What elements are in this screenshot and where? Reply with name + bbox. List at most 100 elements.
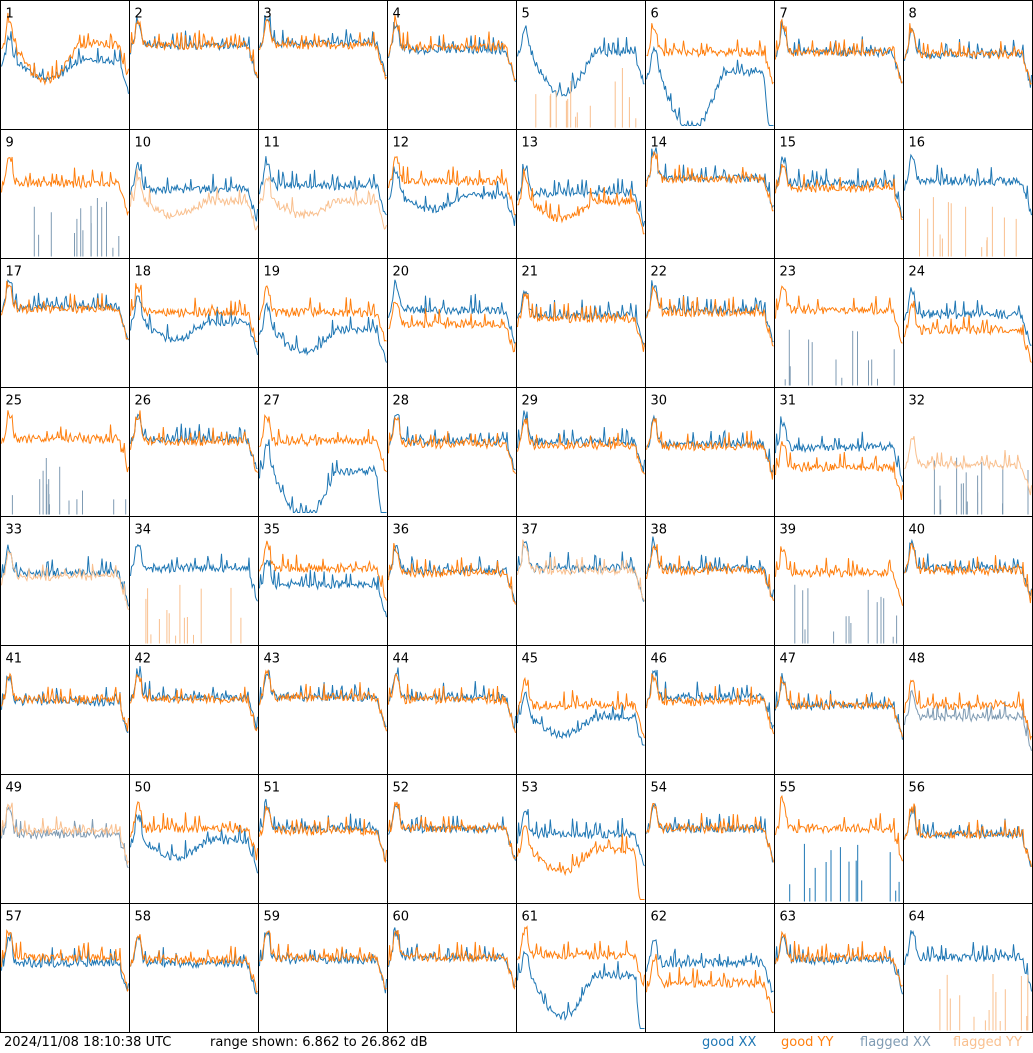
panel-label: 12 [393, 136, 410, 151]
series-yy-line [646, 953, 774, 1014]
series-yy-line [517, 825, 645, 900]
panel-label: 29 [522, 394, 539, 409]
panel-label: 5 [522, 7, 530, 22]
series-xx-line [904, 930, 1032, 992]
series-xx-line [388, 413, 516, 471]
panel-52: 52 [387, 774, 517, 904]
panel-2: 2 [129, 0, 259, 130]
panel-border [774, 0, 904, 130]
series-xx-line [130, 813, 258, 874]
series-yy-line [1, 929, 129, 993]
panel-label: 36 [393, 523, 410, 538]
panel-label: 60 [393, 910, 410, 925]
panel-label: 64 [909, 910, 926, 925]
series-yy-line [1, 156, 129, 217]
panel-63: 63 [774, 903, 904, 1033]
range-text: range shown: 6.862 to 26.862 dB [210, 1035, 428, 1050]
series-yy-line [646, 544, 774, 601]
panel-45: 45 [516, 645, 646, 775]
panel-label: 51 [264, 781, 281, 796]
footer-bar: 2024/11/08 18:10:38 UTC range shown: 6.8… [0, 1033, 1033, 1053]
panel-26: 26 [129, 387, 259, 517]
panel-14: 14 [645, 129, 775, 259]
series-yy-line [904, 436, 1032, 496]
panel-49: 49 [0, 774, 130, 904]
panel-40: 40 [903, 516, 1033, 646]
series-yy-line [775, 794, 903, 862]
series-yy-line [130, 19, 258, 78]
panel-border [903, 0, 1033, 130]
panel-label: 16 [909, 136, 926, 151]
series-yy-line [646, 151, 774, 212]
series-yy-line [130, 283, 258, 343]
series-yy-line [130, 673, 258, 732]
panel-20: 20 [387, 258, 517, 388]
series-yy-line [535, 68, 637, 128]
series-yy-line [517, 539, 645, 602]
series-yy-line [775, 18, 903, 84]
series-xx-line [646, 45, 774, 126]
legend-flagged-xx: flagged XX [860, 1035, 931, 1050]
series-xx-line [388, 803, 516, 861]
series-xx-line [517, 809, 645, 867]
panel-38: 38 [645, 516, 775, 646]
panel-39: 39 [774, 516, 904, 646]
series-yy-line [775, 163, 903, 220]
series-xx-line [1, 31, 129, 94]
series-xx-line [130, 161, 258, 222]
series-xx-line [517, 540, 645, 603]
panel-label: 38 [651, 523, 668, 538]
series-xx-line [775, 416, 903, 482]
panel-12: 12 [387, 129, 517, 259]
panel-18: 18 [129, 258, 259, 388]
panel-label: 39 [780, 523, 797, 538]
series-yy-line [517, 418, 645, 475]
series-yy-line [646, 23, 774, 85]
series-xx-line [775, 156, 903, 219]
panel-62: 62 [645, 903, 775, 1033]
panel-13: 13 [516, 129, 646, 259]
panel-label: 57 [6, 910, 23, 925]
series-yy-line [388, 301, 516, 353]
series-xx-line [33, 198, 120, 257]
timestamp: 2024/11/08 18:10:38 UTC [4, 1035, 172, 1050]
series-yy-line [1, 551, 129, 611]
series-yy-line [919, 197, 1017, 257]
panel-label: 34 [135, 523, 152, 538]
panel-7: 7 [774, 0, 904, 130]
panel-label: 63 [780, 910, 797, 925]
panel-label: 1 [6, 7, 14, 22]
series-xx-line [388, 279, 516, 344]
series-xx-line [130, 295, 258, 355]
panel-58: 58 [129, 903, 259, 1033]
series-xx-line [259, 559, 387, 618]
series-yy-line [775, 676, 903, 737]
panel-label: 8 [909, 7, 917, 22]
panel-19: 19 [258, 258, 388, 388]
panel-27: 27 [258, 387, 388, 517]
series-yy-line [388, 15, 516, 82]
series-xx-line [259, 798, 387, 862]
panel-label: 32 [909, 394, 926, 409]
panel-label: 24 [909, 265, 926, 280]
series-yy-line [1, 12, 129, 86]
series-xx-line [517, 410, 645, 473]
panel-label: 42 [135, 652, 152, 667]
panel-1: 1 [0, 0, 130, 130]
series-yy-line [1, 280, 129, 340]
panel-label: 54 [651, 781, 668, 796]
panel-label: 27 [264, 394, 281, 409]
panel-28: 28 [387, 387, 517, 517]
series-xx-line [646, 939, 774, 993]
series-xx-line [646, 536, 774, 599]
series-xx-line [904, 689, 1032, 752]
series-xx-line [904, 806, 1032, 868]
legend-good-xx: good XX [702, 1035, 757, 1050]
panel-46: 46 [645, 645, 775, 775]
panel-48: 48 [903, 645, 1033, 775]
panel-label: 17 [6, 265, 23, 280]
panel-34: 34 [129, 516, 259, 646]
panel-8: 8 [903, 0, 1033, 130]
panel-label: 19 [264, 265, 281, 280]
